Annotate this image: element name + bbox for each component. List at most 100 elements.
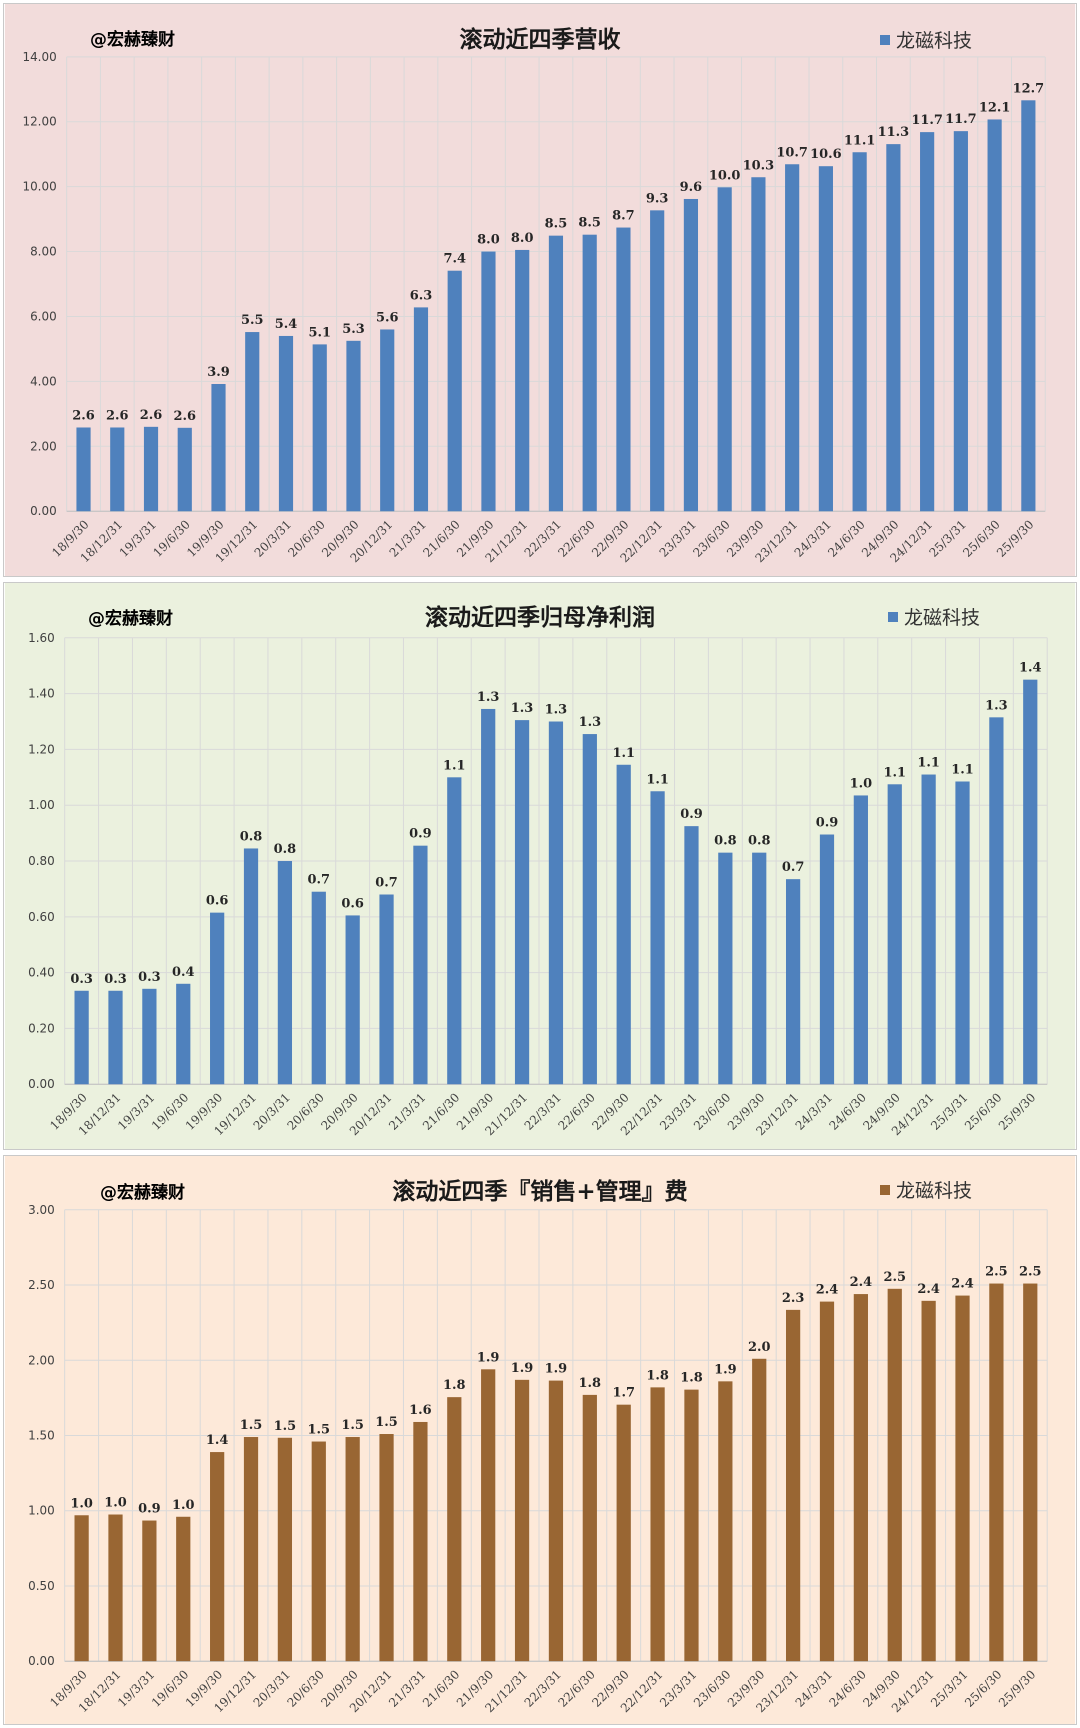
bar: [278, 335, 294, 512]
bar: [886, 144, 901, 512]
bar: [616, 227, 631, 512]
data-label: 5.4: [275, 317, 298, 332]
data-label: 6.3: [410, 288, 433, 303]
data-label: 0.3: [104, 972, 127, 987]
net-profit-chart-panel: 0.00 0.20 0.40 0.60 0.80 1.00 1.20 1.40 1.60 0.3 1…: [3, 582, 1077, 1150]
data-label: 0.6: [206, 894, 229, 909]
bar: [953, 131, 968, 512]
y-tick-label: 14.00: [23, 50, 57, 64]
data-label: 1.8: [579, 1376, 602, 1391]
data-label: 1.6: [409, 1403, 432, 1418]
bar: [380, 329, 395, 512]
bar: [548, 1380, 564, 1662]
bar: [785, 164, 800, 512]
data-label: 11.1: [844, 133, 876, 148]
bar: [142, 988, 157, 1085]
legend-label: 龙磁科技: [896, 1180, 973, 1202]
y-tick-label: 10.00: [23, 180, 57, 194]
bar: [481, 1369, 496, 1662]
data-label: 2.6: [106, 409, 129, 424]
data-label: 0.9: [138, 1502, 161, 1517]
data-label: 2.4: [816, 1283, 839, 1298]
data-label: 7.4: [443, 252, 466, 267]
bar: [211, 383, 226, 512]
data-label: 1.8: [680, 1371, 703, 1386]
bar: [1023, 1283, 1038, 1662]
bar: [447, 777, 462, 1085]
bar: [245, 332, 260, 512]
net-profit-chart-svg: 0.00 0.20 0.40 0.60 0.80 1.00 1.20 1.40 1.60 0.3 1…: [4, 583, 1076, 1149]
bar: [413, 1421, 428, 1662]
bar: [853, 1294, 868, 1662]
data-label: 1.0: [172, 1498, 195, 1513]
data-label: 1.3: [511, 701, 534, 716]
bar: [243, 1437, 259, 1662]
bar: [515, 249, 530, 512]
data-label: 10.6: [810, 147, 842, 162]
bar: [277, 861, 293, 1085]
data-label: 1.3: [985, 698, 1008, 713]
bar: [379, 894, 394, 1085]
bar: [1023, 679, 1038, 1085]
bar: [345, 915, 360, 1085]
plot-background: [4, 4, 1076, 576]
bar: [852, 152, 867, 512]
y-tick-label: 2.00: [30, 439, 57, 453]
bar: [413, 307, 429, 512]
data-label: 1.5: [375, 1415, 398, 1430]
data-label: 1.1: [917, 756, 940, 771]
bar: [887, 1288, 902, 1662]
bar: [311, 891, 326, 1085]
bar: [785, 1309, 801, 1662]
y-tick-label: 0.00: [28, 1654, 55, 1668]
y-tick-label: 2.50: [28, 1278, 55, 1292]
bar: [312, 344, 327, 512]
bar: [819, 1301, 835, 1662]
y-tick-label: 3.00: [28, 1203, 55, 1217]
legend-swatch: [880, 34, 890, 45]
watermark: @宏赫臻财: [88, 609, 173, 629]
bar: [548, 721, 564, 1085]
bar: [650, 1387, 665, 1662]
data-label: 11.7: [911, 113, 943, 128]
y-tick-label: 0.60: [28, 910, 55, 924]
bar: [616, 764, 631, 1085]
data-label: 1.9: [477, 1350, 500, 1365]
data-label: 11.7: [945, 112, 977, 127]
bar: [345, 1437, 360, 1662]
bar: [76, 427, 91, 512]
legend-label: 龙磁科技: [896, 30, 973, 52]
bar: [243, 848, 259, 1085]
y-tick-label: 1.40: [28, 687, 55, 701]
y-tick-label: 12.00: [23, 115, 57, 129]
bar: [683, 198, 699, 512]
bar: [921, 774, 936, 1085]
data-label: 9.6: [680, 180, 703, 195]
y-tick-label: 1.50: [28, 1429, 55, 1443]
bar: [752, 1358, 767, 1662]
data-label: 0.9: [680, 807, 703, 822]
legend-swatch: [880, 1184, 890, 1195]
data-label: 1.5: [341, 1418, 364, 1433]
y-tick-label: 0.20: [28, 1021, 55, 1035]
bar: [853, 795, 868, 1085]
bar: [548, 235, 564, 512]
bar: [650, 791, 665, 1085]
bar: [176, 1516, 191, 1662]
data-label: 1.3: [579, 715, 602, 730]
bar: [650, 210, 665, 512]
chart-legend: 龙磁科技: [880, 26, 972, 53]
data-label: 1.3: [477, 690, 500, 705]
y-tick-label: 8.00: [30, 245, 57, 259]
y-tick-label: 0.00: [30, 504, 57, 518]
data-label: 2.5: [1019, 1265, 1042, 1280]
data-label: 2.6: [140, 408, 163, 423]
data-label: 0.4: [172, 965, 195, 980]
legend-label: 龙磁科技: [904, 607, 981, 629]
bar: [1021, 100, 1036, 512]
y-tick-label: 1.60: [28, 631, 55, 645]
data-label: 9.3: [646, 191, 669, 206]
y-tick-label: 2.00: [28, 1353, 55, 1367]
data-label: 2.4: [951, 1277, 974, 1292]
data-label: 10.7: [776, 145, 808, 160]
